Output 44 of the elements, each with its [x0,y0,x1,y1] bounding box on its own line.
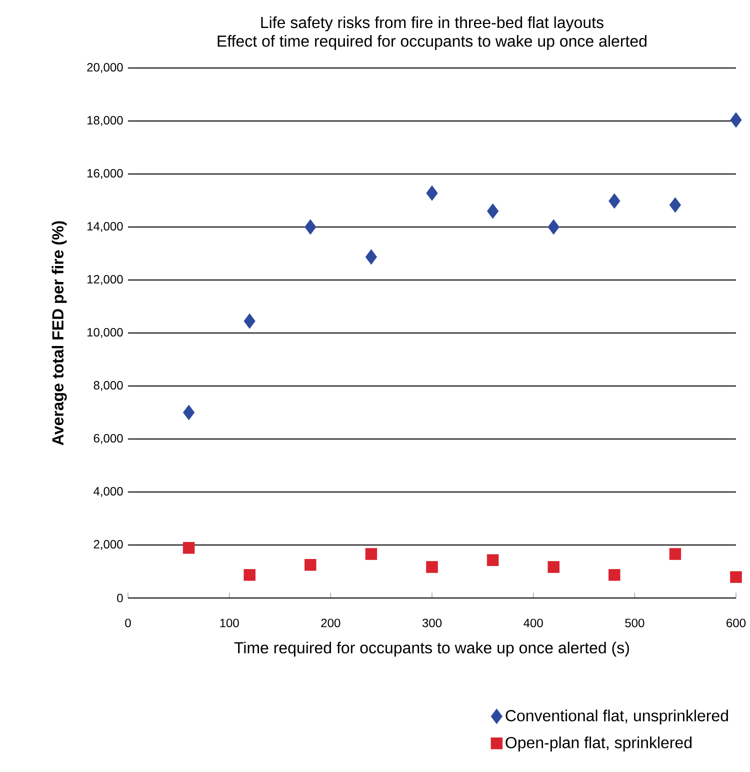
point [486,554,498,566]
point [182,404,194,420]
y-tick-label: 14,000 [87,222,123,232]
chart-title: Life safety risks from fire in three-bed flat layouts [261,16,604,32]
point [426,185,438,201]
y-tick-label: 4,000 [93,487,123,497]
x-tick-label: 0 [124,618,131,628]
chart-subtitle: Effect of time required for occupants to wake up once alerted [218,35,646,50]
point [608,569,620,581]
point [730,571,742,583]
y-tick-label: 20,000 [86,63,123,73]
y-tick-label: 6,000 [94,434,123,444]
point [304,219,316,235]
point [426,561,438,573]
x-tick-label: 100 [220,618,239,628]
point [730,112,742,128]
y-tick-label: 12,000 [87,275,123,285]
x-tick-label: 600 [726,618,746,628]
point [548,219,560,235]
point [244,313,256,329]
x-tick-label: 400 [523,618,543,628]
point [365,249,377,265]
x-tick-label: 300 [422,618,442,628]
y-axis-title: Average total FED per fire (%) [52,221,67,446]
y-tick-label: 10,000 [87,328,123,338]
point [304,559,316,571]
x-tick-label: 500 [624,618,644,628]
y-tick-label: 16,000 [87,169,123,179]
point [669,197,681,213]
point [244,569,256,581]
point [669,548,681,560]
point [548,561,560,573]
y-tick-label: 18,000 [87,116,123,126]
y-tick-label: 8,000 [94,381,123,391]
y-tick-label: 2,000 [94,540,123,550]
point [486,203,498,219]
x-tick-label: 200 [321,618,340,628]
x-axis-title: Time required for occupants to wake up once alerted (s) [234,642,629,657]
legend-label: Conventional flat, unsprinklered [506,710,728,725]
point [365,548,377,560]
point [182,542,194,554]
legend-label: Open-plan flat, sprinklered [505,736,692,752]
point [608,193,620,209]
y-tick-label: 0 [116,594,123,602]
